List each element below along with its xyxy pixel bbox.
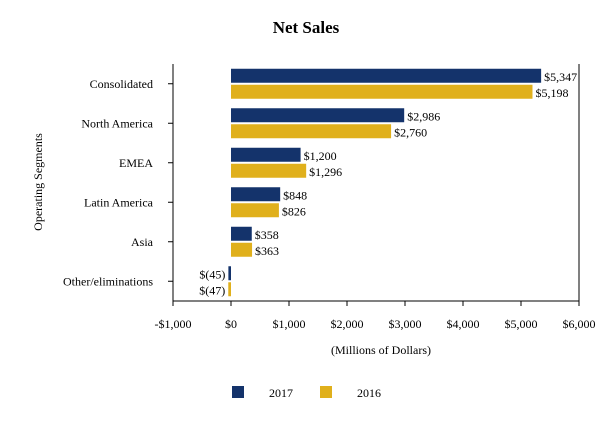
data-label: $358	[255, 228, 279, 242]
bar-2016	[231, 163, 307, 178]
x-tick-label: $2,000	[331, 317, 364, 331]
data-label: $848	[283, 188, 307, 202]
y-tick-label: Consolidated	[90, 77, 153, 91]
data-label: $826	[282, 204, 306, 218]
x-tick-label: $3,000	[389, 317, 422, 331]
legend-label: 2017	[269, 386, 293, 400]
legend-swatch-2017	[232, 386, 244, 398]
data-label: $(47)	[199, 283, 225, 297]
data-label: $5,347	[544, 70, 577, 84]
bar-2016	[231, 124, 392, 139]
bar-2017	[231, 226, 252, 241]
plot-area: -$1,000 $0 $1,000 $2,000 $3,000 $4,000 $5,000 $…	[63, 64, 596, 331]
bar-2016	[231, 203, 279, 218]
data-label: $1,200	[304, 149, 337, 163]
bar-2017	[231, 187, 281, 202]
data-label: $2,760	[394, 125, 427, 139]
x-tick-label: $5,000	[505, 317, 538, 331]
legend-swatch-2016	[320, 386, 332, 398]
y-tick-label: EMEA	[119, 156, 153, 170]
data-label: $363	[255, 244, 279, 258]
legend-label: 2016	[357, 386, 381, 400]
y-tick-label: Latin America	[84, 195, 154, 209]
data-label: $5,198	[535, 86, 568, 100]
y-tick-label: Other/eliminations	[63, 274, 153, 288]
x-tick-label: $4,000	[447, 317, 480, 331]
data-label: $(45)	[199, 267, 225, 281]
bar-2017	[228, 266, 231, 281]
legend: 2017 2016	[232, 386, 381, 400]
bar-2016	[228, 282, 231, 297]
chart-title: Net Sales	[273, 18, 340, 37]
bar-2017	[231, 68, 542, 83]
bar-2016	[231, 242, 253, 257]
x-tick-label: $6,000	[563, 317, 596, 331]
bar-2017	[231, 108, 405, 123]
bar-2017	[231, 147, 301, 162]
x-tick-label: $0	[225, 317, 237, 331]
y-tick-label: Asia	[131, 235, 154, 249]
data-label: $2,986	[407, 109, 440, 123]
data-label: $1,296	[309, 165, 342, 179]
bar-2016	[231, 84, 533, 99]
y-axis-title: Operating Segments	[31, 133, 45, 231]
x-tick-label: -$1,000	[155, 317, 192, 331]
x-tick-label: $1,000	[273, 317, 306, 331]
y-tick-label: North America	[81, 116, 153, 130]
x-axis-title: (Millions of Dollars)	[331, 343, 431, 357]
